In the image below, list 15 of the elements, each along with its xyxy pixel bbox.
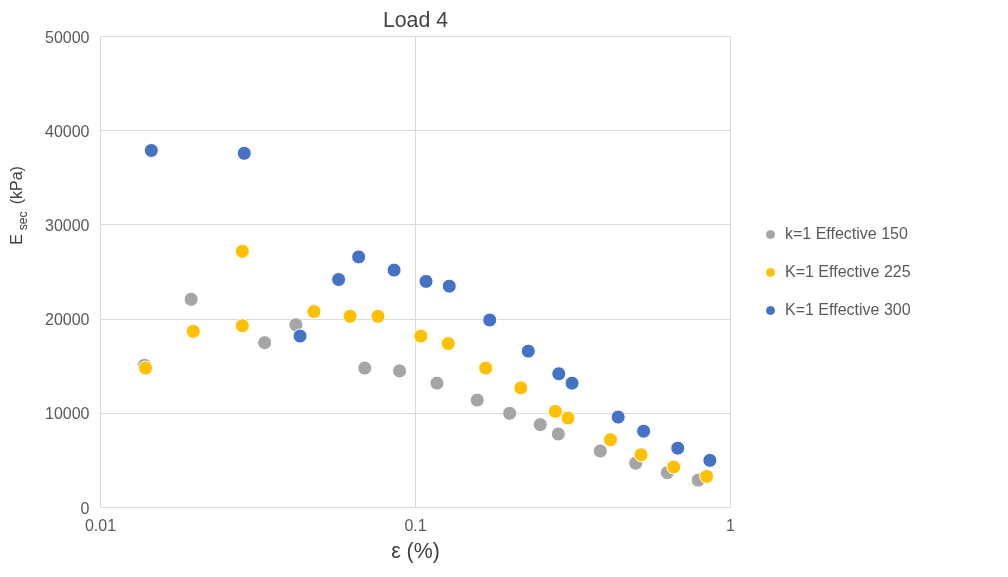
y-tick-label: 20000 — [45, 311, 90, 329]
y-tick-label: 30000 — [45, 216, 90, 234]
y-tick-label: 40000 — [45, 122, 90, 140]
legend-label: k=1 Effective 150 — [785, 224, 908, 243]
x-tick-label: 0.01 — [84, 516, 117, 534]
x-tick-label: 1 — [726, 516, 736, 534]
y-tick-label: 0 — [80, 499, 90, 517]
y-tick-label: 10000 — [45, 405, 90, 423]
legend-label: K=1 Effective 225 — [785, 262, 911, 281]
chart-title: Load 4 — [382, 7, 449, 32]
x-tick-label: 0.1 — [404, 516, 427, 534]
legend-label: K=1 Effective 300 — [785, 300, 911, 319]
x-axis-title: ε (%) — [391, 538, 440, 563]
y-axis-title: Esec (kPa) — [7, 166, 30, 245]
y-tick-label: 50000 — [45, 28, 90, 46]
